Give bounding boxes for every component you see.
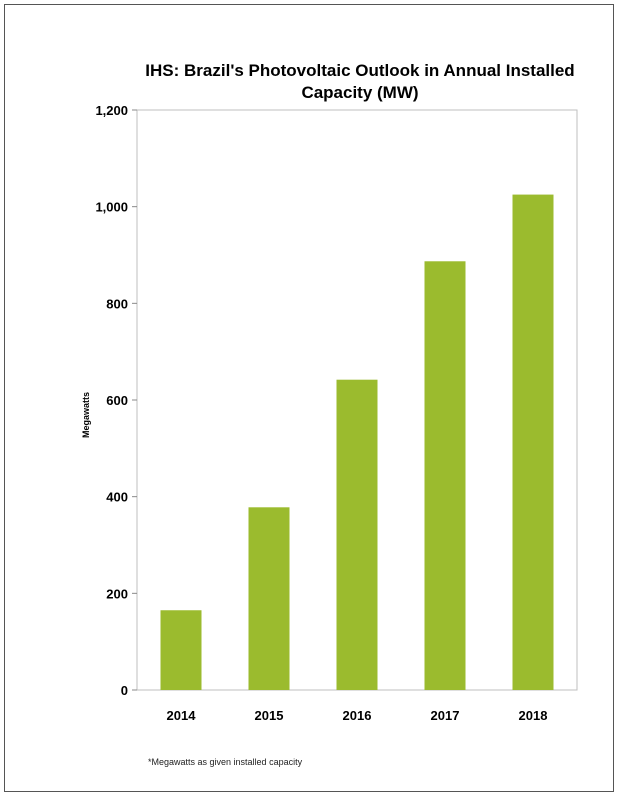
- y-tick-label: 200: [106, 586, 128, 601]
- y-tick-label: 1,200: [95, 103, 128, 118]
- y-tick-label: 800: [106, 296, 128, 311]
- x-tick-label: 2018: [519, 708, 548, 723]
- bar: [336, 379, 378, 690]
- y-tick-label: 0: [121, 683, 128, 698]
- y-tick-label: 400: [106, 490, 128, 505]
- chart-title: IHS: Brazil's Photovoltaic Outlook in An…: [145, 61, 575, 102]
- bar: [512, 194, 554, 691]
- bar: [424, 261, 466, 690]
- x-tick-label: 2015: [255, 708, 284, 723]
- chart-frame: [4, 4, 614, 792]
- x-tick-label: 2014: [167, 708, 197, 723]
- chart-footnote: *Megawatts as given installed capacity: [148, 757, 303, 767]
- bar: [248, 507, 290, 690]
- y-tick-label: 600: [106, 393, 128, 408]
- x-tick-label: 2016: [343, 708, 372, 723]
- x-tick-label: 2017: [431, 708, 460, 723]
- bar: [160, 610, 202, 690]
- y-tick-label: 1,000: [95, 200, 128, 215]
